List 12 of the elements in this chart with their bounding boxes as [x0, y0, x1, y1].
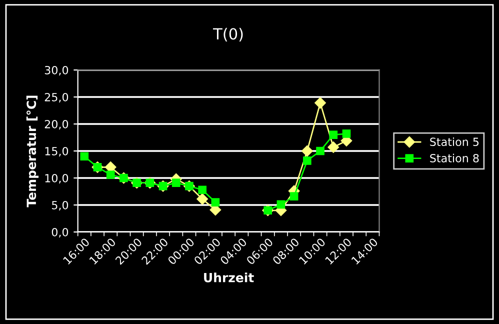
y-tick-label: 5,0: [52, 200, 68, 210]
y-tick-label: 25,0: [44, 92, 68, 102]
y-tick-label: 0,0: [52, 228, 68, 238]
y-axis-title: Temperatur [°C]: [26, 96, 39, 208]
x-axis-title: Uhrzeit: [204, 272, 254, 282]
legend-label: Station 8: [430, 154, 479, 162]
y-tick-label: 15,0: [45, 146, 68, 156]
y-tick-label: 10,0: [45, 174, 68, 184]
chart-title: T(0): [213, 28, 243, 42]
y-tick-label: 30,0: [44, 66, 68, 76]
y-tick-label: 20,0: [44, 120, 68, 130]
legend-label: Station 5: [430, 137, 479, 146]
